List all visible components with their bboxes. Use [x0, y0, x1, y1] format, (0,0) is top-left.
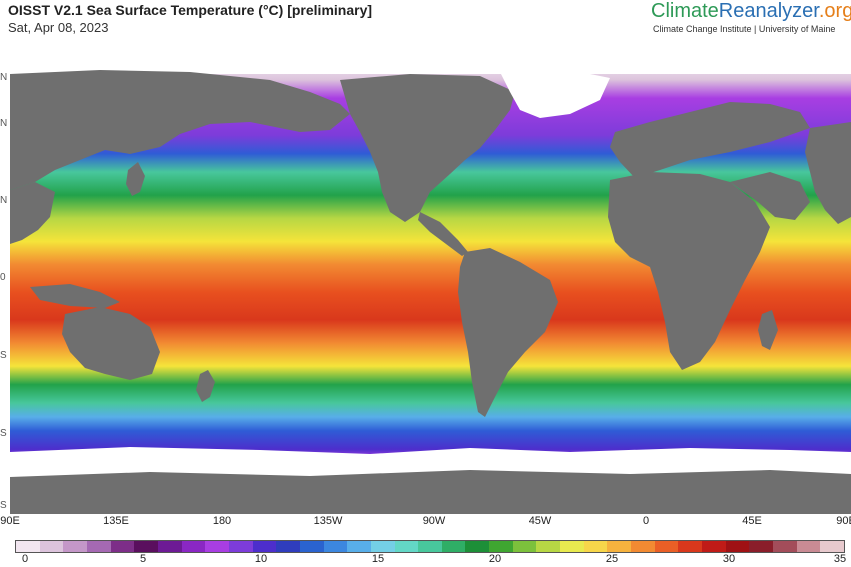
- south-asia-landmass: [805, 122, 851, 224]
- south-america-landmass: [458, 248, 558, 417]
- southeast-asia-landmass: [10, 182, 55, 244]
- colorbar-cell: [252, 541, 277, 552]
- colorbar-cell: [773, 541, 797, 552]
- lat-label-60s: S: [0, 500, 7, 511]
- colorbar-cell: [654, 541, 679, 552]
- sst-map-canvas: [10, 52, 851, 514]
- colorbar-cell: [418, 541, 442, 552]
- lat-label-40n: N: [0, 118, 8, 129]
- colorbar-cell: [228, 541, 253, 552]
- colorbar-cell: [63, 541, 87, 552]
- colorbar-cell: [39, 541, 64, 552]
- colorbar-tick: 35: [833, 553, 847, 565]
- temperature-colorbar: [15, 540, 845, 553]
- colorbar-cell: [347, 541, 371, 552]
- greenland-ice: [500, 70, 610, 118]
- colorbar-tick: 20: [488, 553, 502, 565]
- lat-label-20s: S: [0, 350, 7, 361]
- colorbar-cell: [820, 541, 844, 552]
- colorbar-tick: 25: [605, 553, 619, 565]
- colorbar-cell: [749, 541, 773, 552]
- arctic-ice: [10, 52, 851, 74]
- lat-label-equator: 0: [0, 272, 6, 283]
- colorbar-cell: [465, 541, 490, 552]
- colorbar-cell: [489, 541, 513, 552]
- map-title: OISST V2.1 Sea Surface Temperature (°C) …: [8, 2, 373, 18]
- colorbar-tick: 5: [139, 553, 147, 565]
- colorbar-cell: [536, 541, 561, 552]
- lon-label: 90W: [422, 515, 446, 527]
- europe-landmass: [610, 102, 810, 178]
- colorbar-cell: [134, 541, 158, 552]
- colorbar-cell: [299, 541, 324, 552]
- colorbar-cell: [323, 541, 348, 552]
- lon-label: 135W: [313, 515, 343, 527]
- colorbar-cell: [631, 541, 655, 552]
- colorbar-cell: [86, 541, 111, 552]
- colorbar-cell: [512, 541, 537, 552]
- colorbar-cell: [16, 541, 40, 552]
- sst-map: [10, 52, 851, 514]
- colorbar-cell: [394, 541, 419, 552]
- colorbar-cell: [276, 541, 300, 552]
- antarctica-landmass: [10, 470, 851, 514]
- lon-label: 180: [212, 515, 232, 527]
- lat-label-20n: N: [0, 195, 8, 206]
- colorbar-cell: [157, 541, 182, 552]
- indonesia-landmass: [30, 284, 120, 308]
- brand-logo[interactable]: ClimateReanalyzer.org Climate Change Ins…: [651, 0, 851, 40]
- map-date: Sat, Apr 08, 2023: [8, 20, 109, 35]
- colorbar-cell: [560, 541, 584, 552]
- madagascar-landmass: [758, 310, 778, 350]
- colorbar-cell: [370, 541, 395, 552]
- colorbar-tick: 30: [722, 553, 736, 565]
- lon-label: 0: [642, 515, 650, 527]
- colorbar-cell: [110, 541, 135, 552]
- brand-wordmark: ClimateReanalyzer.org: [651, 0, 851, 22]
- lon-label: 45E: [742, 515, 762, 527]
- central-america-landmass: [418, 212, 468, 256]
- lon-label: 45W: [528, 515, 552, 527]
- lat-label-60n: N: [0, 72, 8, 83]
- colorbar-tick: 10: [254, 553, 268, 565]
- arabia-landmass: [730, 172, 810, 220]
- colorbar-cell: [702, 541, 726, 552]
- colorbar-cell: [205, 541, 229, 552]
- colorbar-cell: [796, 541, 821, 552]
- lon-label: 90E: [0, 515, 20, 527]
- lat-label-40s: S: [0, 428, 7, 439]
- colorbar-cell: [441, 541, 466, 552]
- lon-label: 135E: [103, 515, 129, 527]
- colorbar-cell: [583, 541, 608, 552]
- new-zealand-landmass: [196, 370, 215, 402]
- colorbar-cell: [678, 541, 703, 552]
- colorbar-cell: [607, 541, 632, 552]
- japan-landmass: [126, 162, 145, 196]
- north-america-landmass: [340, 74, 515, 222]
- australia-landmass: [62, 307, 160, 380]
- lon-label: 90E: [836, 515, 851, 527]
- asia-landmass: [10, 70, 350, 190]
- africa-landmass: [608, 172, 770, 370]
- colorbar-cell: [725, 541, 750, 552]
- colorbar-cell: [181, 541, 206, 552]
- brand-subtitle: Climate Change Institute | University of…: [653, 24, 836, 34]
- colorbar-tick: 15: [371, 553, 385, 565]
- colorbar-tick: 0: [21, 553, 29, 565]
